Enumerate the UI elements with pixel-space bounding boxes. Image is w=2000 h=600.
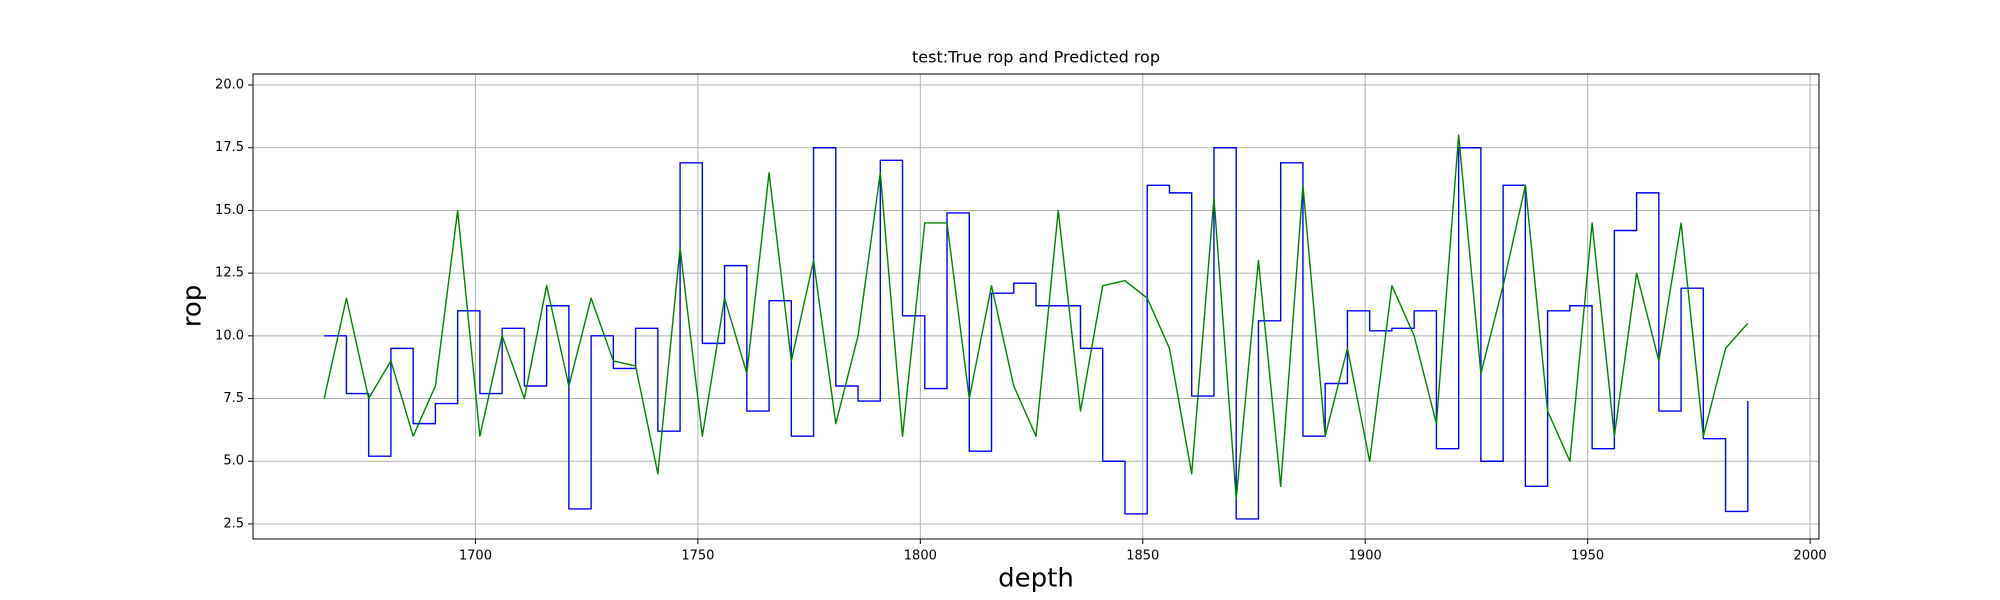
x-tick-label: 1850 [1126, 549, 1159, 564]
y-tick-label: 20.0 [215, 78, 244, 93]
chart-title: test:True rop and Predicted rop [912, 48, 1160, 67]
x-tick-label: 2000 [1794, 549, 1827, 564]
x-tick-label: 1950 [1571, 549, 1604, 564]
x-tick-label: 1700 [459, 549, 492, 564]
x-tick-label: 1800 [904, 549, 937, 564]
plot-frame [252, 73, 1820, 540]
y-tick-label: 17.5 [215, 140, 244, 155]
y-tick-label: 7.5 [223, 391, 244, 406]
x-tick-label: 1750 [681, 549, 714, 564]
x-tick-label: 1900 [1349, 549, 1382, 564]
y-tick-label: 12.5 [215, 266, 244, 281]
series-line [323, 134, 1749, 500]
y-tick-label: 15.0 [215, 203, 244, 218]
y-tick-label: 10.0 [215, 328, 244, 343]
series-line [324, 147, 1749, 520]
y-tick-label: 2.5 [223, 516, 244, 531]
x-axis-label: depth [998, 564, 1074, 594]
y-tick-label: 5.0 [223, 454, 244, 469]
y-axis-label: rop [178, 285, 208, 328]
